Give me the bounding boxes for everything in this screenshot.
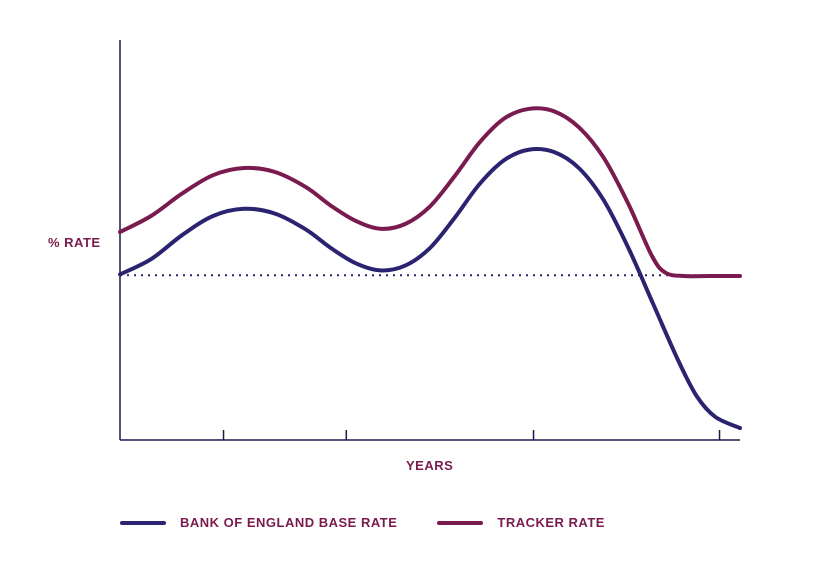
- legend-swatch: [437, 521, 483, 525]
- legend-swatch: [120, 521, 166, 525]
- rate-chart: % RATE YEARS BANK OF ENGLAND BASE RATE T…: [0, 0, 816, 568]
- y-axis-label: % RATE: [48, 235, 101, 250]
- legend-item-base-rate: BANK OF ENGLAND BASE RATE: [120, 515, 397, 530]
- legend-label: BANK OF ENGLAND BASE RATE: [180, 515, 397, 530]
- legend: BANK OF ENGLAND BASE RATE TRACKER RATE: [120, 515, 605, 530]
- legend-label: TRACKER RATE: [497, 515, 605, 530]
- legend-item-tracker-rate: TRACKER RATE: [437, 515, 605, 530]
- chart-svg: [0, 0, 816, 568]
- x-axis-label: YEARS: [406, 458, 453, 473]
